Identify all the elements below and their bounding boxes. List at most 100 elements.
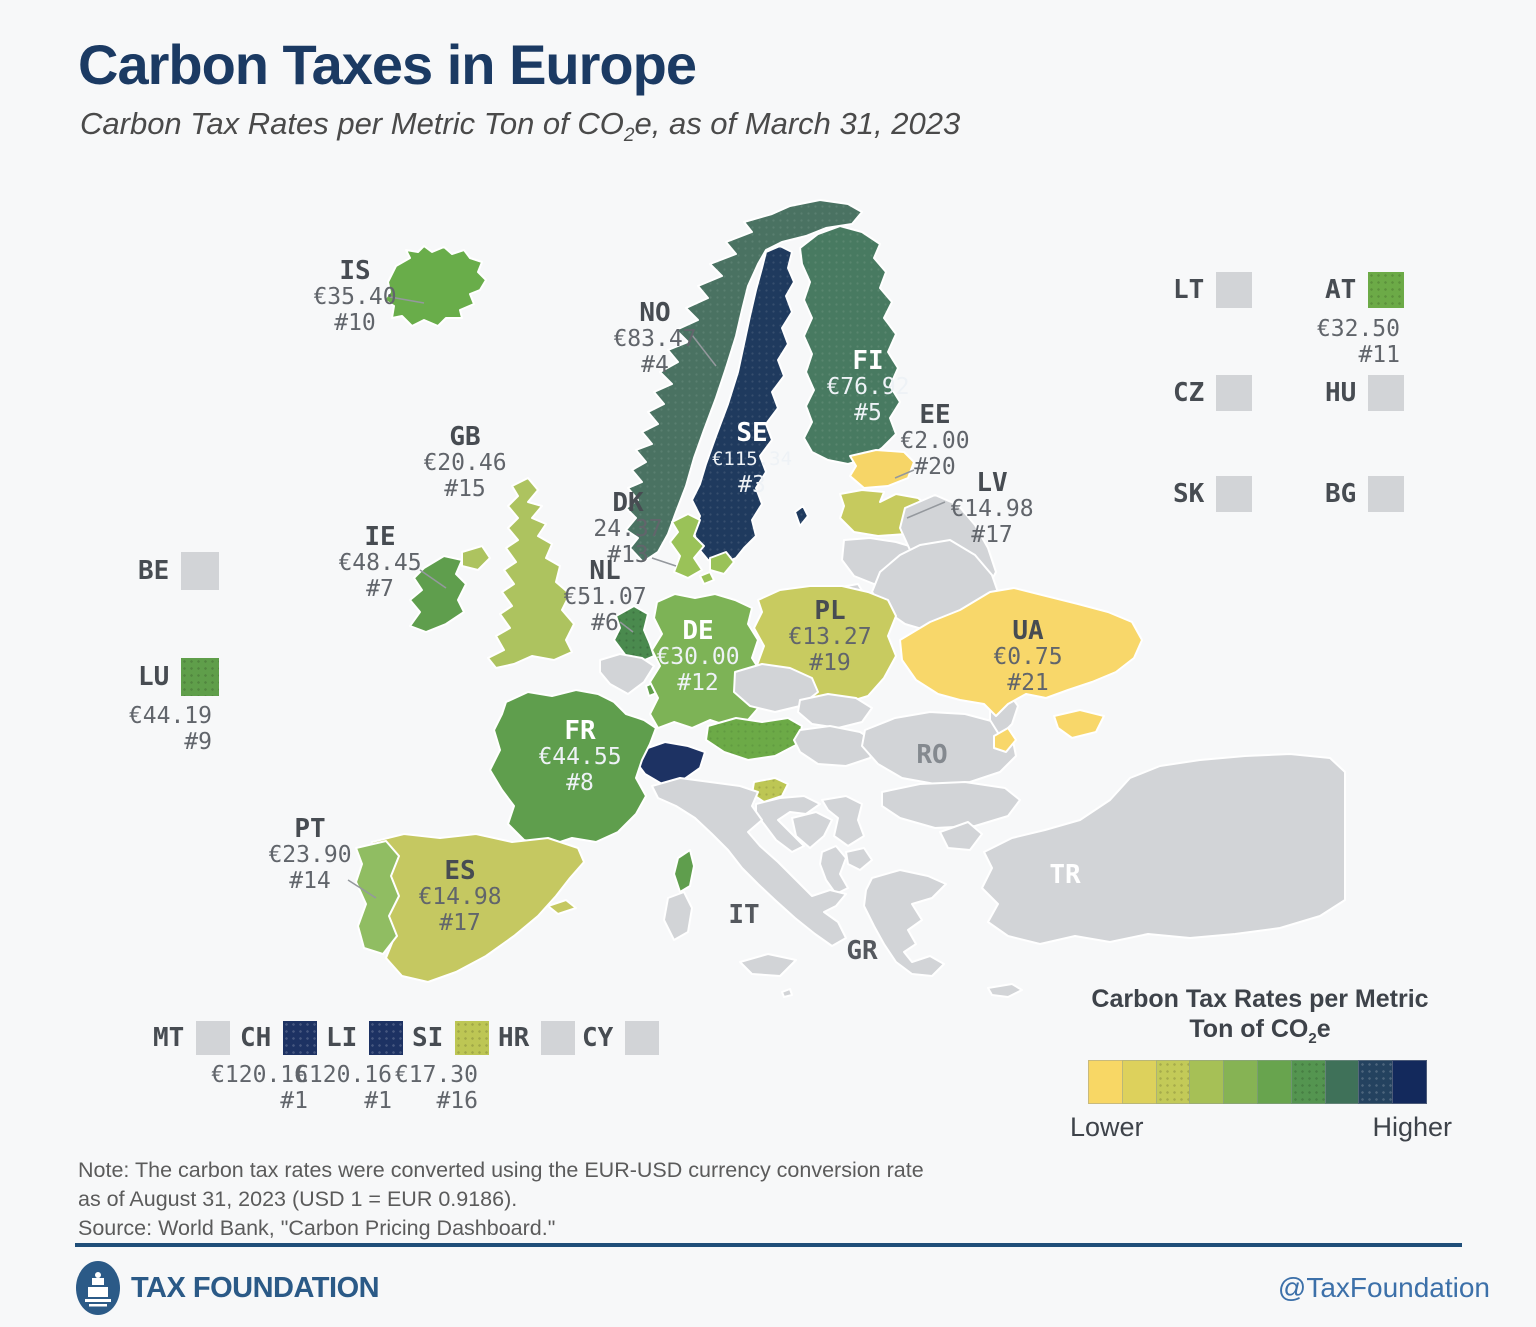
- country-fr-corsica: [673, 849, 695, 893]
- label-tr: TR: [1049, 860, 1081, 890]
- key-row-at: AT: [1325, 272, 1405, 308]
- key-row-bg: BG: [1325, 476, 1405, 512]
- country-be-shape: [599, 653, 655, 695]
- country-it-shape: [651, 777, 847, 947]
- country-ee-shape: [849, 449, 915, 489]
- legend-swatch: [1223, 1060, 1258, 1104]
- country-mt-shape: [781, 988, 793, 998]
- label-dk: DK 24.37 #13: [593, 488, 663, 568]
- mt-swatch: [196, 1021, 231, 1055]
- country-se-shape: [691, 245, 795, 565]
- label-fi: FI €76.92 #5: [826, 346, 910, 426]
- country-ua-crimea: [1053, 709, 1105, 739]
- key-row-si: SI: [412, 1021, 490, 1055]
- legend-swatch: [1256, 1060, 1292, 1104]
- subtitle-sub: 2: [623, 125, 635, 147]
- country-rs-shape: [821, 795, 865, 847]
- legend-higher-label: Higher: [1372, 1112, 1452, 1142]
- label-ee: EE €2.00 #20: [900, 400, 970, 480]
- label-pl: PL €13.27 #19: [788, 596, 872, 676]
- legend-swatch: [1290, 1060, 1326, 1104]
- country-ie-shape: [409, 555, 467, 633]
- li-values: €120.16 #1: [295, 1062, 392, 1114]
- country-is-shape: [383, 245, 487, 327]
- label-de: DE €30.00 #12: [656, 616, 740, 696]
- country-ro-shape: [861, 711, 1017, 785]
- country-no-shape: [625, 199, 863, 563]
- country-tr-shape: [981, 753, 1346, 945]
- key-row-ch: CH: [240, 1021, 318, 1055]
- country-al-shape: [819, 845, 849, 895]
- country-tr-european: [939, 821, 983, 851]
- country-dk-funen: [699, 571, 715, 585]
- key-row-cy: CY: [582, 1021, 660, 1055]
- legend-swatch: [1088, 1060, 1123, 1104]
- label-ro: RO: [916, 740, 948, 770]
- country-ua-coast: [993, 727, 1017, 753]
- legend-swatch: [1189, 1060, 1225, 1104]
- lt-swatch: [1216, 272, 1253, 308]
- country-dk-shape: [669, 513, 705, 579]
- country-ba-shape: [791, 811, 833, 849]
- key-row-hu: HU: [1325, 375, 1405, 411]
- subtitle-post: e, as of March 31, 2023: [634, 106, 961, 141]
- cz-swatch: [1216, 375, 1253, 411]
- legend-lower-label: Lower: [1070, 1112, 1144, 1142]
- country-se-gotland: [794, 505, 809, 527]
- leader-lines: [347, 296, 946, 899]
- footer-divider: [75, 1243, 1462, 1247]
- country-gb-ni: [461, 545, 491, 571]
- hu-swatch: [1368, 375, 1405, 411]
- key-row-lu: LU: [138, 658, 220, 696]
- country-fi-shape: [799, 225, 901, 465]
- country-sk-shape: [797, 693, 873, 729]
- legend-swatch: [1358, 1060, 1394, 1104]
- label-es: ES €14.98 #17: [418, 856, 502, 936]
- country-at-shape: [705, 717, 803, 761]
- legend-swatch: [1155, 1060, 1191, 1104]
- brand-logo-block: TAX FOUNDATION: [75, 1260, 380, 1316]
- li-swatch: [369, 1021, 404, 1055]
- label-no: NO €83.47 #4: [613, 298, 697, 378]
- label-gr: GR: [846, 936, 878, 966]
- country-pt-shape: [355, 840, 400, 955]
- label-se: SE €115.34 #3: [711, 418, 793, 498]
- country-gr-shape: [863, 869, 947, 977]
- si-swatch: [455, 1021, 490, 1055]
- key-row-be: BE: [138, 552, 220, 590]
- lu-values: €44.19 #9: [128, 703, 212, 755]
- social-handle: @TaxFoundation: [1277, 1272, 1490, 1303]
- be-swatch: [181, 552, 220, 590]
- bg-swatch: [1368, 476, 1405, 512]
- legend-title: Carbon Tax Rates per Metric Ton of CO2e: [1091, 985, 1429, 1047]
- brand-name: TAX FOUNDATION: [131, 1271, 380, 1304]
- key-row-lt: LT: [1173, 272, 1253, 308]
- country-es-balearics: [547, 899, 577, 915]
- cy-swatch: [625, 1021, 660, 1055]
- country-dk-zealand: [709, 551, 735, 575]
- country-gb-shape: [487, 477, 575, 669]
- legend-gradient: [1088, 1060, 1427, 1104]
- lu-swatch: [181, 658, 220, 696]
- country-it-sardinia: [663, 891, 693, 941]
- tax-foundation-logo-icon: [76, 1261, 120, 1315]
- country-hr-shape: [755, 795, 821, 853]
- hr-swatch: [541, 1021, 576, 1055]
- country-ua-shape: [899, 587, 1143, 717]
- label-lv: LV €14.98 #17: [950, 468, 1034, 548]
- label-it: IT: [728, 900, 760, 930]
- country-gr-crete: [987, 983, 1023, 998]
- note-text: Note: The carbon tax rates were converte…: [78, 1158, 924, 1240]
- key-row-li: LI: [326, 1021, 404, 1055]
- sk-swatch: [1216, 476, 1253, 512]
- country-ch-shape: [635, 741, 706, 785]
- ch-swatch: [283, 1021, 318, 1055]
- key-row-sk: SK: [1173, 476, 1253, 512]
- ch-values: €120.16 #1: [211, 1062, 308, 1114]
- label-gb: GB €20.46 #15: [423, 422, 507, 502]
- page-subtitle: Carbon Tax Rates per Metric Ton of CO2e,…: [80, 106, 960, 147]
- key-row-mt: MT: [153, 1021, 231, 1055]
- label-fr: FR €44.55 #8: [538, 716, 622, 796]
- label-pt: PT €23.90 #14: [268, 814, 352, 894]
